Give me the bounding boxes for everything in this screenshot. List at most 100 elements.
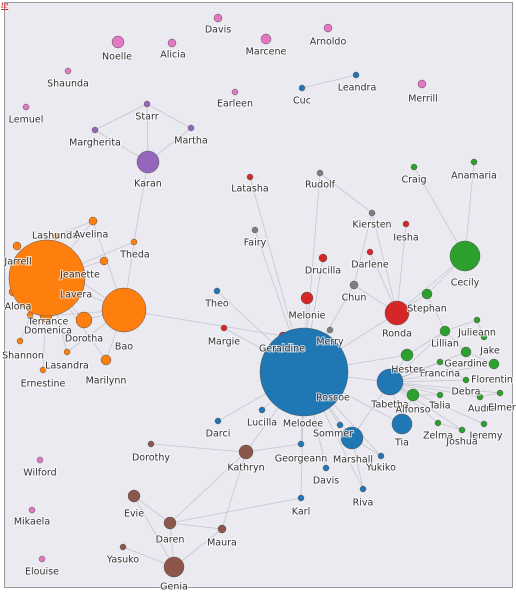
node-label: Terrance [27,317,69,328]
node [213,287,221,295]
node-label: Jeremy [468,431,502,442]
node [64,67,72,75]
node-label: Cecily [451,278,480,289]
node-label: Darlene [351,260,389,271]
node-label: Roscoe [316,393,350,404]
node-label: Margie [208,337,240,348]
node [349,280,359,290]
node [316,169,324,177]
node [480,333,488,341]
edge [133,495,175,568]
node-label: Riva [353,498,374,509]
node-label: Earleen [217,99,253,110]
node-label: Merry [316,337,344,348]
edge [413,166,466,257]
node-label: Latasha [231,184,268,195]
node-label: Francina [420,369,460,380]
node-label: Lillian [431,339,459,350]
node-label: Georgeann [275,454,328,465]
node-label: Starr [135,112,158,123]
node-label: Genia [160,582,188,593]
node-label: Chun [342,293,367,304]
edge [319,172,373,214]
node [101,287,147,333]
node-label: Evie [124,509,144,520]
node-label: Davis [205,25,231,36]
node-label: Maura [207,538,237,549]
node-label: Rudolf [305,180,336,191]
edge [406,330,446,356]
node-label: Karl [292,507,310,518]
edge [221,451,247,530]
node-label: Shannon [2,351,44,362]
node [326,326,334,334]
node [28,506,36,514]
node-label: Hester [391,365,423,376]
node-label: Merrill [408,94,438,105]
edge [371,212,398,314]
node [322,464,330,472]
node-label: Lasandra [45,361,89,372]
node [297,440,305,448]
node [136,150,160,174]
edge [389,381,485,425]
edge [389,381,463,431]
node-label: Stephan [407,304,447,315]
node [258,406,266,414]
node-label: Arnoldo [310,37,347,48]
node-label: Margherita [69,138,121,149]
node-label: Julieann [457,328,496,339]
link[interactable]: te [1,0,9,11]
node [470,158,478,166]
node [39,366,47,374]
node-label: Dorothy [132,453,170,464]
node [476,393,484,401]
node-label: Jarrell [3,257,31,268]
node-label: Yasuko [106,555,139,566]
node [163,556,185,578]
node-label: Cuc [293,96,311,107]
node [99,256,109,266]
node-label: Talia [428,401,450,412]
edge [94,103,148,131]
node [238,444,254,460]
node-label: Darci [206,429,231,440]
node-label: Ernestine [21,379,66,390]
edge [169,497,302,524]
edge [389,381,501,394]
node-label: Theo [204,299,229,310]
node-label: Marcene [246,47,287,58]
node-label: Alicia [160,50,185,61]
edge [396,223,407,314]
node-label: Melonie [289,311,326,322]
node [38,555,46,563]
node [163,516,177,530]
labels: Davis Noelle Alicia Marcene Arnoldo Shaunda Cu… [1,24,516,593]
node-label: Jeanette [59,270,100,281]
edge [464,161,475,257]
node-label: Drucilla [305,266,341,277]
node [488,358,500,370]
edge [133,495,171,524]
edge [55,220,94,237]
node-label: Karan [134,179,162,190]
node [260,33,272,45]
node [434,419,442,427]
node [75,311,93,329]
node [449,240,481,272]
node-label: Craig [401,175,426,186]
node-label: Yukiko [365,463,396,474]
node [220,324,228,332]
edge [150,443,247,453]
node-label: Noelle [102,52,132,63]
node-label: Kiersten [352,220,391,231]
node-label: Audra [468,404,496,415]
node [16,337,24,345]
node-label: Theda [119,250,150,261]
node-label: Tia [394,438,409,449]
node-label: Lucilla [247,418,277,429]
node [376,368,404,396]
node [12,241,22,251]
node-label: Lavera [60,290,92,301]
